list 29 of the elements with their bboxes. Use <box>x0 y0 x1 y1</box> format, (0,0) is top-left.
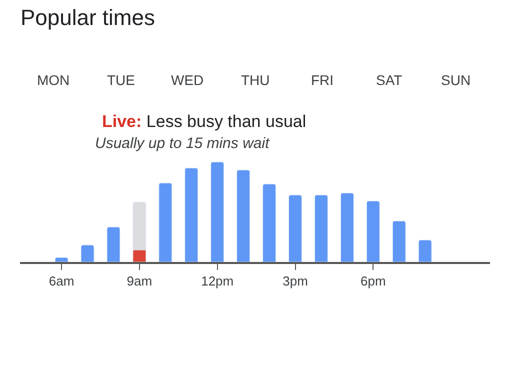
text: WED <box>171 72 204 88</box>
text: THU <box>241 72 270 88</box>
bar <box>366 200 380 262</box>
x-tick-label: 3pm <box>282 273 308 288</box>
text: MON <box>37 72 70 88</box>
bar <box>158 182 172 262</box>
bar <box>106 226 120 262</box>
text: FRI <box>311 72 334 88</box>
text: Usually up to 15 mins wait <box>95 135 270 152</box>
text: SAT <box>376 72 403 88</box>
chart-title: Popular times <box>20 5 155 30</box>
x-tick-label: 9am <box>126 273 152 288</box>
x-tick-label: 6pm <box>360 273 386 288</box>
bar <box>262 184 276 262</box>
bar <box>210 162 224 262</box>
bar <box>184 168 198 262</box>
bar <box>340 192 354 262</box>
bar <box>288 194 302 262</box>
bar <box>418 240 432 262</box>
bar <box>236 170 250 262</box>
bar <box>314 194 328 262</box>
bar <box>54 257 68 262</box>
x-tick-label: 6am <box>48 273 74 288</box>
x-tick-label: 12pm <box>201 273 234 288</box>
text: TUE <box>107 72 135 88</box>
bar <box>80 244 94 262</box>
text: SUN <box>441 72 471 88</box>
bar <box>392 220 406 262</box>
text: Live: Less busy than usual <box>102 112 306 131</box>
